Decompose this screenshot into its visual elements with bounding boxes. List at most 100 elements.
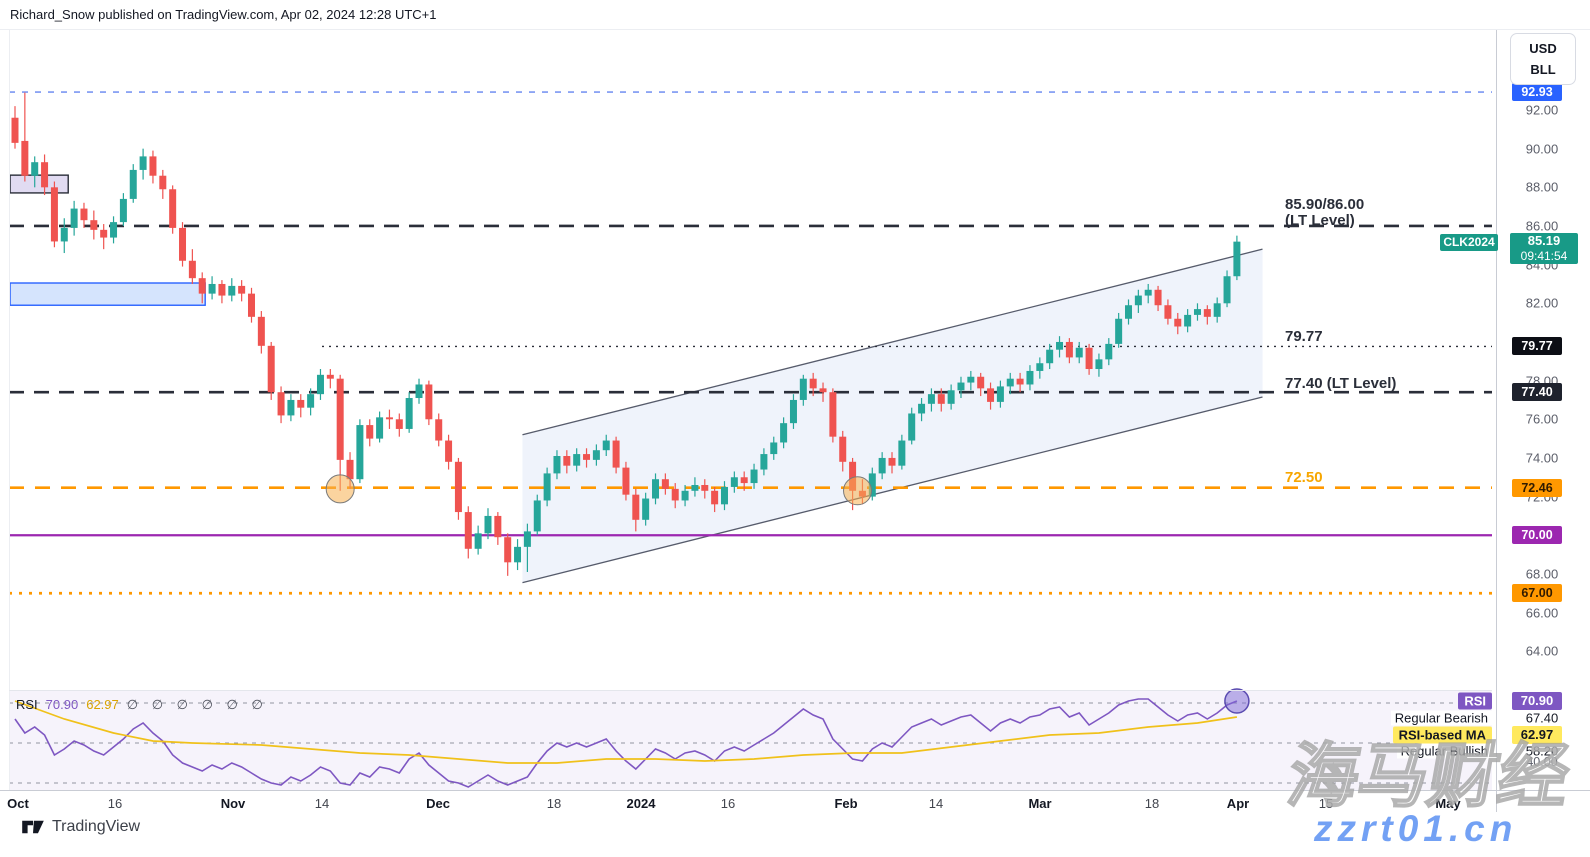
candle — [849, 461, 857, 491]
candle — [356, 425, 364, 480]
candle — [1016, 378, 1024, 385]
candle — [228, 285, 236, 296]
candle — [642, 498, 650, 520]
candle — [612, 440, 620, 468]
price-level-badge: 77.40 — [1512, 383, 1562, 402]
candle — [652, 479, 660, 499]
footer-brand-link[interactable]: TradingView — [22, 818, 140, 836]
candle — [740, 477, 748, 484]
candle — [573, 454, 581, 466]
candle — [602, 440, 610, 451]
candle — [868, 473, 876, 497]
candle — [1046, 349, 1054, 364]
candle — [376, 417, 384, 439]
candle — [1056, 341, 1064, 350]
rsi-value: 70.90 — [1512, 692, 1562, 710]
candle — [760, 454, 768, 470]
price-level-badge: 92.93 — [1512, 83, 1562, 102]
price-level-badge: 67.00 — [1512, 584, 1562, 603]
time-tick: Oct — [7, 796, 29, 811]
candle — [1125, 305, 1133, 319]
watermark-url-text: zzrt01.cn — [1314, 808, 1518, 849]
candle — [592, 450, 600, 460]
candle — [385, 417, 393, 420]
candle — [671, 488, 679, 501]
candle — [504, 537, 512, 563]
candle — [1115, 318, 1123, 344]
candle — [967, 376, 975, 383]
candle — [918, 403, 926, 414]
candle — [169, 189, 177, 228]
price-tick: 66.00 — [1525, 605, 1559, 621]
candle — [90, 220, 98, 230]
time-tick: 2024 — [626, 796, 656, 811]
candle — [179, 227, 187, 261]
candle — [208, 283, 216, 294]
rsi-indicator-legend[interactable]: RSI 70.90 62.97 ∅ ∅ ∅ ∅ ∅ ∅ — [16, 697, 268, 713]
candle — [307, 394, 315, 408]
level-annotation[interactable]: 85.90/86.00 (LT Level) — [1285, 196, 1365, 229]
time-tick: Apr — [1226, 796, 1250, 811]
rsi-legend-ma-value: 62.97 — [86, 697, 119, 712]
candle — [809, 378, 817, 389]
candle — [957, 382, 965, 391]
candle — [119, 198, 127, 223]
watermark-cjk-text: 海马财经 — [1281, 736, 1577, 816]
candle — [927, 394, 935, 404]
signal-circle — [325, 474, 355, 504]
time-tick: 16 — [720, 796, 736, 811]
candle — [188, 260, 196, 279]
level-annotation[interactable]: 79.77 — [1285, 328, 1323, 345]
candle — [523, 531, 531, 547]
level-annotation[interactable]: 77.40 (LT Level) — [1285, 375, 1397, 392]
level-annotation[interactable]: 72.50 — [1285, 469, 1323, 486]
publish-attribution: Richard_Snow published on TradingView.co… — [0, 0, 1590, 30]
candle — [1223, 276, 1231, 304]
pane-separator[interactable] — [9, 690, 1492, 691]
time-tick: May — [1435, 796, 1461, 811]
candle — [720, 486, 728, 505]
time-tick: 16 — [107, 796, 123, 811]
candle — [287, 399, 295, 416]
candle — [80, 208, 88, 221]
time-tick: Nov — [220, 796, 246, 811]
time-tick: Feb — [834, 796, 858, 811]
candle — [789, 399, 797, 424]
candle — [149, 156, 157, 176]
candle — [454, 461, 462, 513]
rsi-value: 40.00 — [1526, 755, 1558, 769]
signal-circle — [843, 476, 873, 506]
candle — [770, 442, 778, 455]
rsi-value: 58.20 — [1525, 743, 1559, 759]
candle — [31, 162, 39, 176]
candle — [1075, 347, 1083, 358]
candle — [1095, 359, 1103, 370]
candle — [366, 425, 374, 439]
unit-bll-button[interactable]: BLL — [1530, 62, 1556, 78]
candle — [1184, 314, 1192, 327]
candle — [533, 500, 541, 532]
candle — [1085, 347, 1093, 370]
candle — [1233, 241, 1241, 277]
candle — [1213, 303, 1221, 317]
candle — [277, 392, 285, 416]
candle — [701, 485, 709, 491]
trend-channel-fill — [522, 249, 1263, 583]
rsi-ma-line — [14, 700, 1238, 764]
currency-usd-button[interactable]: USD — [1529, 40, 1557, 56]
price-tick: 86.00 — [1525, 218, 1559, 234]
candle — [750, 469, 758, 484]
candle — [947, 390, 955, 404]
candle — [661, 479, 669, 489]
candle — [1105, 343, 1113, 360]
currency-unit-toggle[interactable]: USD BLL — [1510, 33, 1576, 85]
price-tick: 88.00 — [1525, 179, 1559, 195]
candle — [514, 546, 522, 563]
candle — [1164, 305, 1172, 319]
price-axis-border — [1496, 30, 1497, 812]
candle — [267, 345, 275, 393]
candle — [1134, 295, 1142, 306]
candle — [464, 512, 472, 549]
time-tick: 14 — [314, 796, 330, 811]
